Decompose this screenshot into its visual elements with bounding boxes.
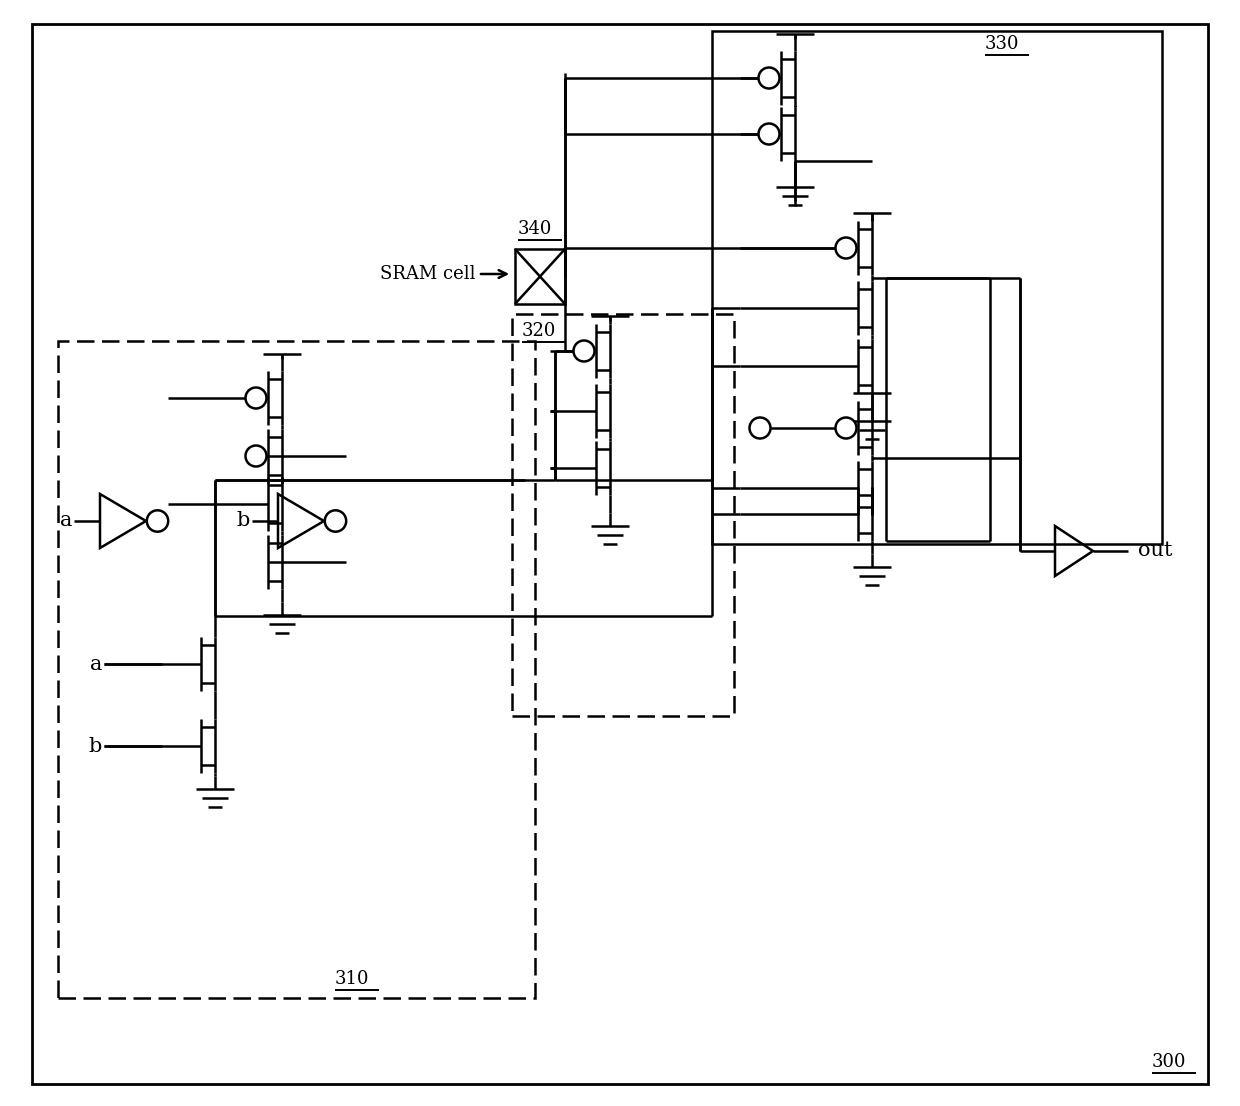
Bar	[712, 31, 1162, 544]
Circle shape	[749, 417, 770, 438]
Text: b: b	[89, 737, 102, 755]
Circle shape	[325, 510, 346, 532]
Text: out: out	[1138, 542, 1173, 561]
Circle shape	[246, 446, 267, 467]
Text: b: b	[237, 511, 250, 531]
Circle shape	[836, 238, 857, 259]
Text: 340: 340	[518, 220, 552, 238]
Bar	[512, 314, 734, 716]
Circle shape	[836, 417, 857, 438]
Text: 330: 330	[985, 35, 1019, 53]
Text: 320: 320	[522, 322, 557, 340]
Bar	[515, 249, 565, 304]
Circle shape	[146, 510, 169, 532]
Text: 300: 300	[1152, 1053, 1187, 1071]
Circle shape	[759, 67, 780, 88]
Text: a: a	[60, 511, 72, 531]
Circle shape	[246, 387, 267, 408]
Circle shape	[759, 124, 780, 145]
Bar	[58, 341, 534, 998]
Text: a: a	[89, 655, 102, 674]
Text: 310: 310	[335, 970, 370, 988]
Circle shape	[573, 341, 594, 362]
Text: SRAM cell: SRAM cell	[379, 265, 475, 283]
